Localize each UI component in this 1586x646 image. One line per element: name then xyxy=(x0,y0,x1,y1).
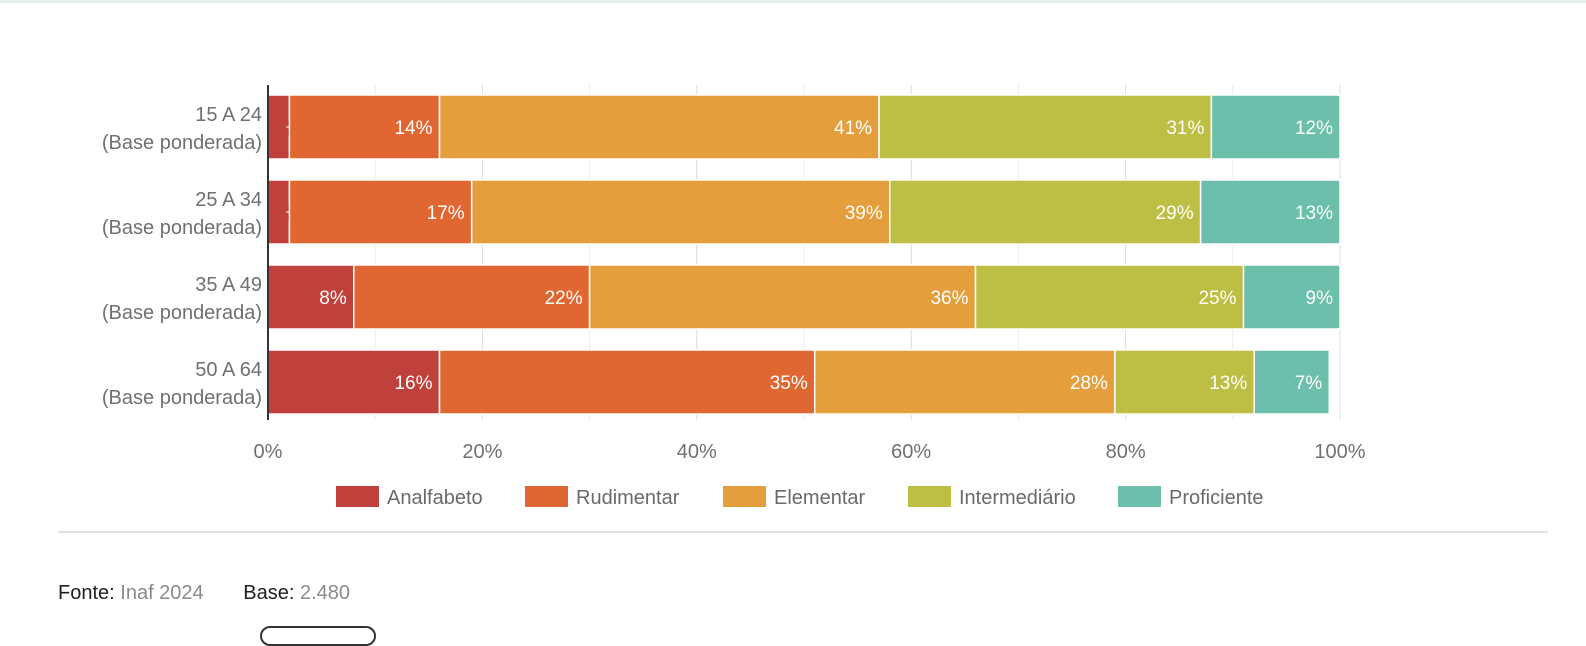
x-tick-label: 100% xyxy=(1314,441,1365,463)
bar-segment xyxy=(353,264,591,330)
legend-label: Rudimentar xyxy=(576,487,680,509)
legend-label: Elementar xyxy=(774,487,865,509)
legend-label: Proficiente xyxy=(1169,487,1264,509)
category-sublabel: (Base ponderada) xyxy=(102,132,262,154)
bar-segment xyxy=(889,179,1202,245)
legend-label: Analfabeto xyxy=(387,487,483,509)
category-label: 25 A 34 xyxy=(195,189,262,211)
legend-swatch xyxy=(723,486,766,507)
category-sublabel: (Base ponderada) xyxy=(102,217,262,239)
data-label: 39% xyxy=(845,203,883,224)
legend-swatch xyxy=(525,486,568,507)
data-label: 36% xyxy=(930,288,968,309)
bar-segment xyxy=(1242,264,1341,330)
data-label: 29% xyxy=(1156,203,1194,224)
chart-footer: Fonte: Inaf 2024 Base: 2.480 xyxy=(58,582,384,605)
x-tick-label: 80% xyxy=(1106,441,1146,463)
data-label: 7% xyxy=(1295,373,1323,394)
bar-segment xyxy=(878,94,1213,160)
divider xyxy=(58,531,1548,533)
bar-segment xyxy=(1210,94,1341,160)
legend-swatch xyxy=(336,486,379,507)
bar-segment xyxy=(438,349,816,415)
stacked-bar-chart: 2%14%41%31%12%15 A 24(Base ponderada)2%1… xyxy=(102,85,1366,509)
legend-label: Intermediário xyxy=(959,487,1076,509)
data-label: 22% xyxy=(545,288,583,309)
data-label: 13% xyxy=(1295,203,1333,224)
category-label: 35 A 49 xyxy=(195,274,262,296)
top-border xyxy=(0,0,1586,3)
data-label: 28% xyxy=(1070,373,1108,394)
bar-segment xyxy=(588,264,977,330)
base-key: Base: xyxy=(243,582,295,604)
legend-swatch xyxy=(908,486,951,507)
bar-segment xyxy=(288,94,441,160)
data-label: 25% xyxy=(1198,288,1236,309)
bar-segment xyxy=(267,264,355,330)
download-button[interactable] xyxy=(260,626,376,646)
data-label: 9% xyxy=(1306,288,1334,309)
bar-segment xyxy=(974,264,1245,330)
bar-segment xyxy=(1199,179,1341,245)
x-tick-label: 40% xyxy=(677,441,717,463)
data-label: 12% xyxy=(1295,118,1333,139)
data-label: 13% xyxy=(1209,373,1247,394)
bar-segment xyxy=(288,179,473,245)
data-label: 31% xyxy=(1166,118,1204,139)
bar-segment xyxy=(470,179,891,245)
bar-segment xyxy=(438,94,880,160)
data-label: 35% xyxy=(770,373,808,394)
category-label: 50 A 64 xyxy=(195,359,262,381)
bar-segment xyxy=(267,349,441,415)
x-tick-label: 0% xyxy=(254,441,283,463)
x-tick-label: 20% xyxy=(462,441,502,463)
bar-segment xyxy=(1253,349,1331,415)
x-tick-label: 60% xyxy=(891,441,931,463)
data-label: 8% xyxy=(319,288,347,309)
category-sublabel: (Base ponderada) xyxy=(102,387,262,409)
base-info: Base: 2.480 xyxy=(243,582,350,605)
source-value: Inaf 2024 xyxy=(120,582,204,604)
category-sublabel: (Base ponderada) xyxy=(102,302,262,324)
data-label: 17% xyxy=(427,203,465,224)
base-value: 2.480 xyxy=(299,582,351,604)
data-label: 16% xyxy=(394,373,432,394)
data-label: 14% xyxy=(394,118,432,139)
source-info: Fonte: Inaf 2024 xyxy=(58,582,204,605)
legend-swatch xyxy=(1118,486,1161,507)
source-key: Fonte: xyxy=(58,582,115,604)
category-label: 15 A 24 xyxy=(195,104,262,126)
data-label: 41% xyxy=(834,118,872,139)
